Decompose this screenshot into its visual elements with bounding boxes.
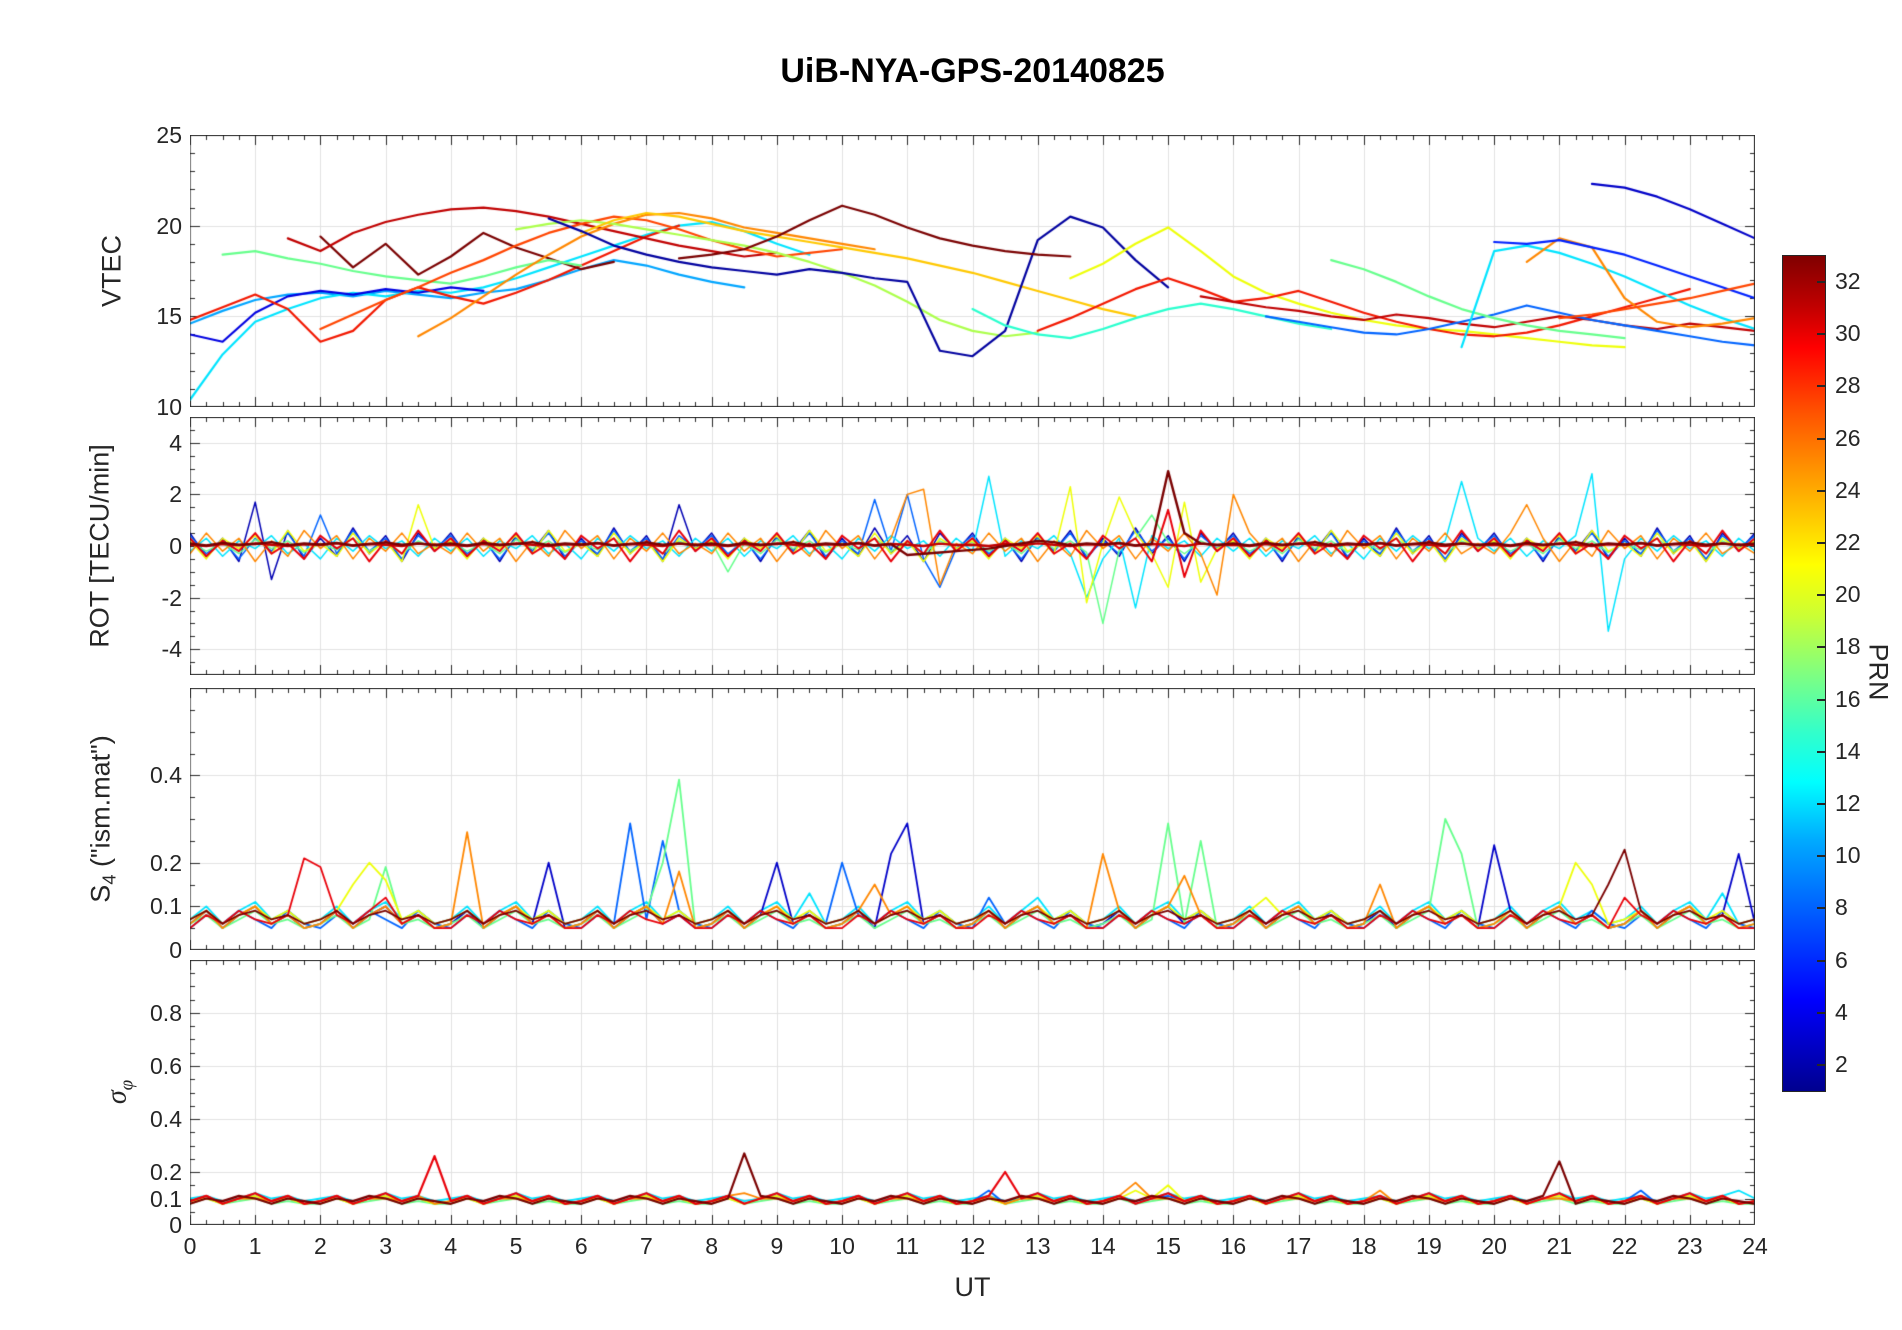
y-tick-label: 0 [169,533,182,559]
colorbar-tick-label: 12 [1835,789,1861,816]
x-tick-label: 11 [895,1233,920,1259]
x-tick-label: 12 [959,1233,986,1259]
sigma-label-main: σ [101,1090,133,1105]
x-tick-label: 2 [314,1233,327,1259]
rot-axis-label: ROT [TECU/min] [85,444,116,648]
x-tick-label: 13 [1024,1233,1051,1259]
sigma-phi-axis-label: σφ [102,1080,139,1104]
s4-label-rest: ("ism.mat") [85,735,116,875]
s4-label-subscript: 4 [98,874,120,885]
colorbar-tick-mark [1817,907,1825,909]
colorbar-tick-label: 16 [1835,685,1861,712]
x-tick-label: 8 [705,1233,719,1259]
x-tick-label: 15 [1155,1233,1181,1259]
y-tick-label: 4 [169,429,182,456]
colorbar-tick-label: 4 [1835,998,1848,1025]
y-tick-label: 0.4 [150,762,182,789]
x-tick-label: 22 [1611,1233,1638,1259]
colorbar-tick-mark [1817,1064,1825,1066]
colorbar-tick-label: 10 [1835,842,1861,869]
y-tick-label: 0.1 [150,1185,182,1212]
colorbar-tick-label: 2 [1835,1050,1848,1077]
colorbar-tick-label: 14 [1835,737,1861,764]
colorbar-tick-label: 20 [1835,581,1861,608]
colorbar-tick-label: 28 [1835,372,1861,399]
colorbar-tick-label: 18 [1835,633,1861,660]
x-tick-label: 3 [379,1233,393,1259]
y-tick-label: 25 [156,122,182,148]
x-tick-label: 1 [248,1233,262,1259]
y-tick-label: 0 [169,937,182,963]
x-tick-label: 6 [574,1233,588,1259]
colorbar-tick-mark [1817,490,1825,492]
s4-axis-label: S4 ("ism.mat") [85,735,120,902]
colorbar-tick-mark [1817,281,1825,283]
colorbar-tick-mark [1817,960,1825,962]
colorbar-tick-label: 32 [1835,268,1861,295]
y-tick-label: 0 [169,1212,182,1238]
colorbar-tick-mark [1817,646,1825,648]
colorbar-tick-mark [1817,1012,1825,1014]
colorbar-tick-mark [1817,699,1825,701]
vtec-axis-label: VTEC [97,235,128,307]
colorbar-tick-mark [1817,333,1825,335]
y-tick-label: 0.8 [150,1000,182,1026]
colorbar-tick-mark [1817,594,1825,596]
x-tick-label: 7 [640,1233,653,1259]
y-tick-label: 0.1 [150,893,182,920]
y-tick-label: -2 [161,584,182,611]
colorbar-tick-mark [1817,751,1825,753]
x-tick-label: 16 [1220,1233,1247,1259]
rot-axis-label-text: ROT [TECU/min] [84,444,115,648]
y-tick-label: -4 [161,636,182,663]
colorbar-tick-label: 8 [1835,894,1848,921]
y-tick-label: 0.6 [150,1053,182,1079]
sigma-phi-plot-canvas [190,960,1755,1225]
vtec-axis-label-text: VTEC [96,234,127,308]
colorbar-label: PRN [1863,643,1894,701]
colorbar-tick-label: 26 [1835,424,1861,451]
y-tick-label: 0.2 [150,849,182,876]
x-axis-label: UT [954,1272,991,1302]
x-tick-label: 19 [1416,1233,1442,1259]
colorbar-tick-label: 30 [1835,320,1861,347]
x-tick-label: 10 [829,1233,855,1259]
x-tick-label: 24 [1742,1233,1768,1259]
x-tick-label: 5 [509,1233,523,1259]
y-tick-label: 10 [156,394,182,420]
s4-label-main: S [85,884,116,903]
x-tick-label: 20 [1481,1233,1507,1259]
colorbar-tick-label: 22 [1835,529,1861,556]
y-tick-label: 2 [169,481,182,508]
prn-colorbar [1782,255,1826,1092]
rot-plot-canvas [190,417,1755,675]
colorbar-tick-mark [1817,385,1825,387]
x-tick-label: 18 [1350,1233,1377,1259]
vtec-plot-canvas [190,135,1755,407]
y-tick-label: 20 [156,212,182,239]
x-tick-label: 21 [1546,1233,1573,1259]
y-tick-label: 15 [156,303,182,330]
figure-title: UiB-NYA-GPS-20140825 [780,52,1165,90]
colorbar-tick-mark [1817,542,1825,544]
x-tick-label: 0 [183,1233,197,1259]
colorbar-tick-mark [1817,438,1825,440]
colorbar-tick-label: 24 [1835,476,1861,503]
colorbar-tick-label: 6 [1835,946,1848,973]
colorbar-tick-mark [1817,803,1825,805]
x-tick-label: 9 [770,1233,784,1259]
y-tick-label: 0.4 [150,1106,182,1132]
s4-plot-canvas [190,688,1755,950]
x-tick-label: 17 [1285,1233,1312,1259]
y-tick-label: 0.2 [150,1159,182,1185]
x-tick-label: 14 [1090,1233,1116,1259]
x-tick-label: 23 [1676,1233,1703,1259]
x-tick-label: 4 [444,1233,458,1259]
sigma-label-subscript: φ [116,1079,138,1091]
colorbar-tick-mark [1817,855,1825,857]
